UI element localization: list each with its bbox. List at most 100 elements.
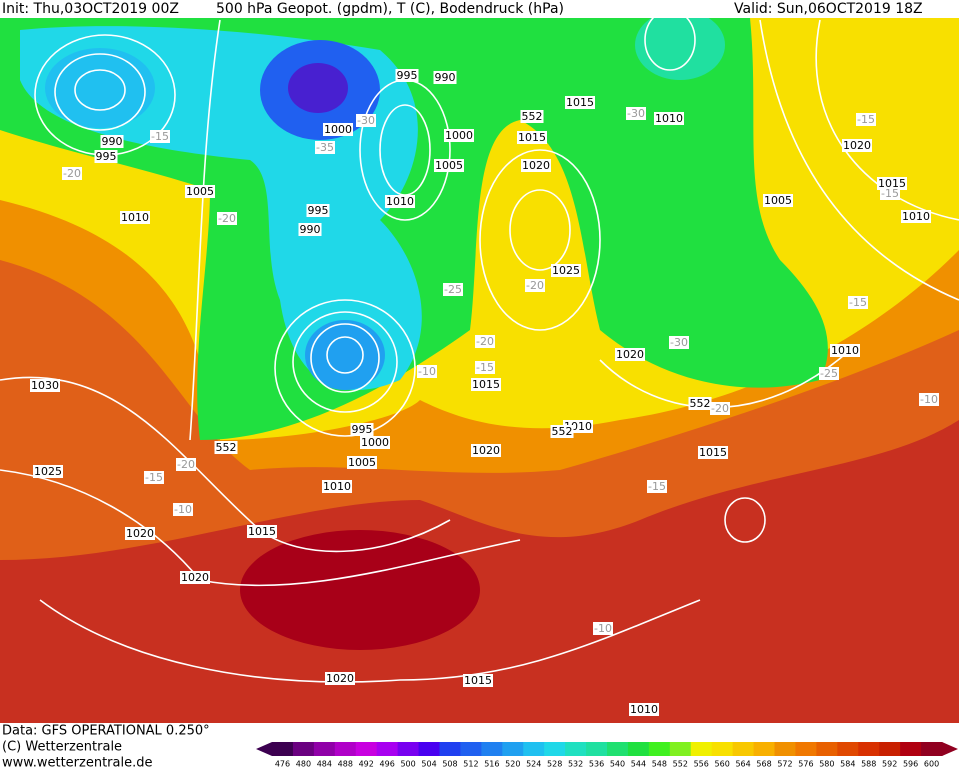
temperature-label-box (475, 361, 495, 374)
isobar-label: 552 (520, 110, 544, 123)
isobar-label: 1000 (360, 436, 390, 449)
temperature-label-box (848, 296, 868, 309)
colorbar-label: 520 (505, 760, 520, 769)
isobar (74, 69, 126, 111)
init-time: Init: Thu,03OCT2019 00Z (2, 1, 179, 17)
isobar-label: 552 (214, 441, 238, 454)
temperature-label-box (669, 336, 689, 349)
isobar (479, 149, 601, 331)
temperature-label-box (819, 367, 839, 380)
isobar-label: 1020 (125, 527, 155, 540)
temperature-label: -10 (593, 622, 613, 635)
isobar-label: 995 (395, 69, 419, 82)
isobar-label-box (471, 378, 501, 391)
temperature-label-box (856, 113, 876, 126)
colorbar-label: 568 (756, 760, 771, 769)
temperature-label-text: -20 (218, 212, 236, 225)
colorbar-label: 592 (882, 760, 897, 769)
isobar-label-text: 1015 (518, 131, 546, 144)
isobar (0, 376, 451, 553)
isobar-label: 1005 (347, 456, 377, 469)
isobar-label-text: 1015 (566, 96, 594, 109)
isobar-label: 1010 (629, 703, 659, 716)
isobar-label: 1025 (551, 264, 581, 277)
colorbar-label: 476 (275, 760, 290, 769)
colorbar-label: 584 (840, 760, 855, 769)
isobar-label-box (654, 112, 684, 125)
colorbar-label: 532 (568, 760, 583, 769)
isobar (759, 19, 959, 301)
isobar-label-text: 1015 (699, 446, 727, 459)
colorbar-label: 588 (861, 760, 876, 769)
temperature-label: -10 (919, 393, 939, 406)
isobar-label-box (298, 223, 322, 236)
temperature-label: -20 (475, 335, 495, 348)
colorbar-label: 552 (673, 760, 688, 769)
temperature-label-text: -15 (648, 480, 666, 493)
colorbar-label: 536 (589, 760, 604, 769)
colorbar-label: 528 (547, 760, 562, 769)
isobar-label-box (433, 71, 457, 84)
temperature-label-text: -25 (444, 283, 462, 296)
temperature-label: -20 (710, 402, 730, 415)
field-low-atl (305, 320, 385, 390)
temperature-label-box (880, 187, 900, 200)
colorbar-swatch (272, 742, 294, 756)
colorbar-swatch (627, 742, 650, 756)
isobar-label: 1025 (33, 465, 63, 478)
colorbar-swatch (523, 742, 545, 756)
colorbar-swatch (292, 742, 315, 756)
temperature-label: -15 (647, 480, 667, 493)
colorbar-swatch (502, 742, 524, 756)
isobar-label-box (763, 194, 793, 207)
isobar-label: 1020 (615, 348, 645, 361)
field (0, 10, 959, 723)
isobar-label: 1020 (842, 139, 872, 152)
isobar-label-text: 1000 (361, 436, 389, 449)
field-low-ne (635, 10, 725, 80)
temperature-label-box (356, 114, 376, 127)
isobar-label: 1030 (30, 379, 60, 392)
isobar-label: 1015 (247, 525, 277, 538)
website: www.wetterzentrale.de (2, 756, 152, 770)
isobar (326, 336, 364, 374)
isobar-label-box (125, 527, 155, 540)
isobar-label-text: 1005 (186, 185, 214, 198)
isobar-label-box (471, 444, 501, 457)
isobar-label: 995 (306, 204, 330, 217)
isobar-label-text: 1020 (616, 348, 644, 361)
isobar-label-text: 1000 (324, 123, 352, 136)
isobar-label-text: 1015 (878, 177, 906, 190)
colorbar-swatch (481, 742, 503, 756)
colorbar-label: 540 (610, 760, 625, 769)
isobar-label-text: 552 (690, 397, 711, 410)
colorbar-swatch (753, 742, 775, 756)
colorbar-swatch (418, 742, 440, 756)
isobar-label-text: 995 (352, 423, 373, 436)
isobar-label-box (322, 480, 352, 493)
isobar-label-text: 1020 (326, 672, 354, 685)
colorbar-swatch (313, 742, 336, 756)
colorbar-swatch (544, 742, 566, 756)
isobar-label: 1000 (323, 123, 353, 136)
isobar-label: 1010 (830, 344, 860, 357)
temperature-label-text: -20 (711, 402, 729, 415)
isobar-label-text: 1020 (472, 444, 500, 457)
isobar-label-text: 1005 (435, 159, 463, 172)
colorbar-swatch (565, 742, 587, 756)
temperature-label-text: -25 (820, 367, 838, 380)
isobar-label-box (120, 211, 150, 224)
colorbar: 476 480 484 488 492 496 500 504 508 512 516 520 524 5… (256, 742, 958, 769)
isobar-label-text: 1005 (348, 456, 376, 469)
temperature-label-text: -15 (849, 296, 867, 309)
isobar-label-box (247, 525, 277, 538)
isobar-label-box (830, 344, 860, 357)
isobar-label: 995 (350, 423, 374, 436)
temperature-label-box (173, 503, 193, 516)
isobar-label-text: 995 (96, 150, 117, 163)
isobar-label: 1020 (325, 672, 355, 685)
isobar-label-box (521, 159, 551, 172)
temperature-label-text: -20 (526, 279, 544, 292)
isobar-label-box (94, 150, 118, 163)
isobar-label-box (350, 423, 374, 436)
